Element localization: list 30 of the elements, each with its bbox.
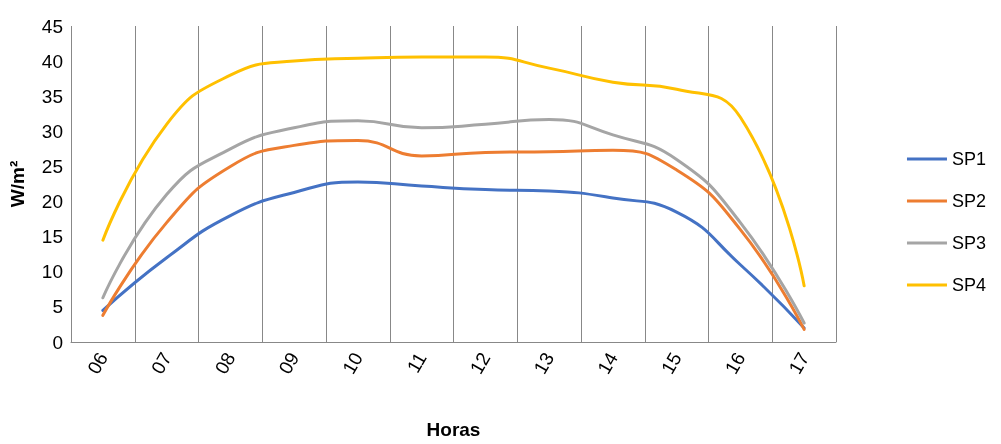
- x-tick-label: 06: [83, 348, 112, 378]
- y-tick-label: 25: [41, 155, 63, 177]
- y-tick-label: 45: [41, 15, 63, 37]
- y-tick-label: 35: [41, 85, 63, 107]
- x-tick-label: 11: [402, 348, 431, 377]
- x-tick-label: 14: [593, 348, 622, 378]
- y-tick-label: 40: [41, 50, 63, 72]
- legend-label: SP1: [951, 149, 987, 169]
- x-tick-label: 12: [465, 348, 495, 378]
- y-tick-label: 15: [41, 226, 63, 248]
- y-tick-label: 30: [41, 120, 63, 142]
- x-tick-label: 09: [274, 348, 304, 378]
- x-tick-label: 16: [720, 348, 750, 378]
- legend-label: SP4: [951, 275, 987, 295]
- y-tick-label: 20: [41, 191, 63, 213]
- y-tick-label: 0: [52, 331, 63, 353]
- y-axis-title: W/m²: [7, 160, 28, 208]
- line-series: [101, 180, 806, 330]
- x-tick-label: 07: [146, 348, 176, 378]
- x-tick-label: 15: [656, 348, 686, 378]
- x-tick-label: 10: [338, 348, 367, 378]
- y-tick-label: 5: [52, 296, 63, 318]
- x-tick-label: 17: [784, 348, 814, 378]
- x-tick-label: 08: [210, 348, 240, 378]
- legend-label: SP3: [951, 233, 987, 253]
- x-axis-title: Horas: [426, 419, 481, 440]
- x-tick-label: 13: [529, 348, 559, 378]
- legend-label: SP2: [951, 191, 987, 211]
- line-series: [101, 55, 806, 288]
- y-tick-label: 10: [41, 261, 63, 283]
